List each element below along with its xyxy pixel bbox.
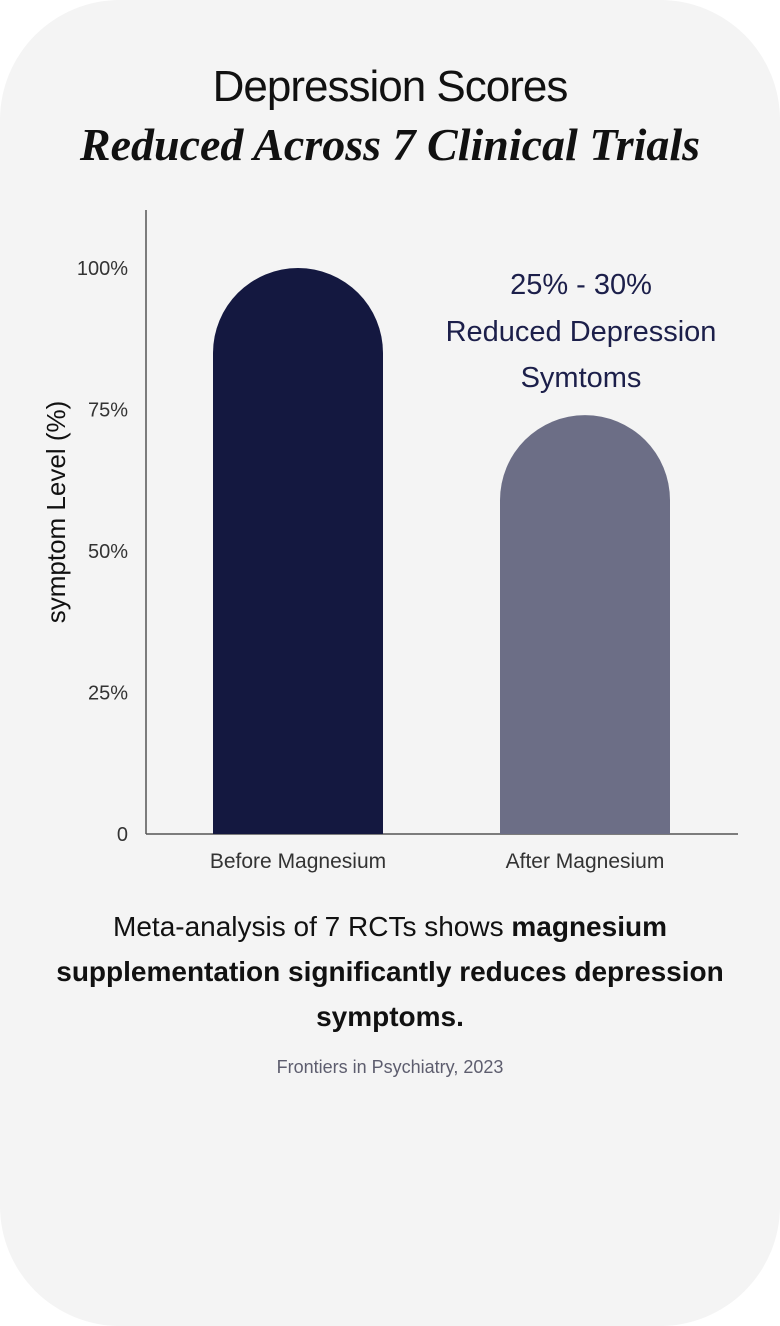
y-tick-label: 100% bbox=[77, 258, 128, 280]
y-tick-label: 25% bbox=[88, 683, 128, 705]
bar-after-magnesium bbox=[500, 415, 670, 834]
y-tick-label: 0 bbox=[117, 824, 128, 846]
x-tick-label: After Magnesium bbox=[506, 850, 665, 873]
y-axis-label: symptom Level (%) bbox=[41, 401, 71, 624]
bar-before-magnesium bbox=[213, 268, 383, 834]
y-tick-label: 75% bbox=[88, 400, 128, 422]
annotation-line: Symtoms bbox=[521, 362, 642, 394]
summary-text: Meta-analysis of 7 RCTs shows magnesium … bbox=[40, 904, 740, 1039]
annotation-line: Reduced Depression bbox=[446, 316, 717, 348]
annotation-line: 25% - 30% bbox=[510, 269, 652, 301]
source-citation: Frontiers in Psychiatry, 2023 bbox=[276, 1057, 504, 1077]
title-line-1: Depression Scores bbox=[212, 62, 569, 111]
y-tick-label: 50% bbox=[88, 541, 128, 563]
bar-chart: 0 25% 50% 75% 100% symptom Level (%) Before Ma… bbox=[41, 210, 738, 873]
summary-normal: Meta-analysis of 7 RCTs shows bbox=[113, 911, 512, 942]
title-line-2: Reduced Across 7 Clinical Trials bbox=[79, 119, 701, 170]
summary-bold: magnesium supplementation significantly … bbox=[56, 911, 724, 1032]
x-tick-label: Before Magnesium bbox=[210, 850, 386, 873]
